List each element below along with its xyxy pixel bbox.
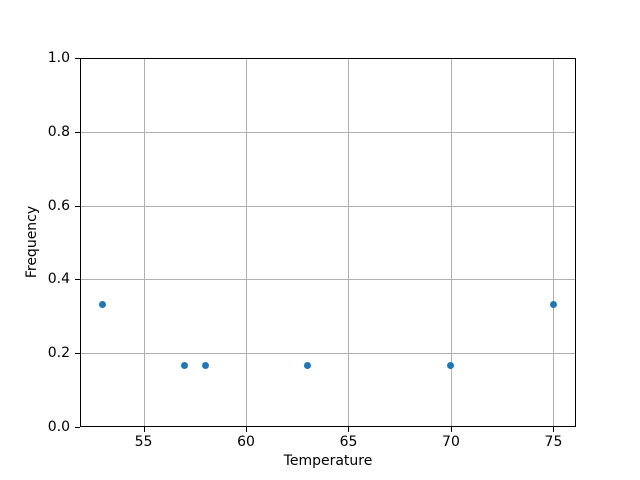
y-gridline [81, 279, 575, 281]
x-tick-mark [451, 427, 452, 432]
x-tick-label: 55 [134, 434, 153, 450]
y-tick-label: 0.8 [47, 123, 70, 140]
y-tick-mark [75, 206, 80, 207]
x-axis-label: Temperature [283, 453, 373, 469]
y-tick-mark [75, 427, 80, 428]
data-point-layer [81, 59, 575, 426]
plot-area [80, 58, 576, 427]
x-gridline [450, 59, 452, 426]
x-tick-mark [553, 427, 554, 432]
y-tick-label: 0.0 [47, 419, 70, 435]
scatter-point [549, 300, 557, 308]
y-tick-mark [75, 279, 80, 280]
x-tick-label: 75 [544, 434, 563, 450]
x-tick-label: 60 [237, 434, 255, 450]
y-gridline [81, 205, 575, 207]
y-tick-mark [75, 353, 80, 354]
x-tick-label: 70 [442, 434, 460, 450]
x-gridline [143, 59, 145, 426]
x-tick-mark [348, 427, 349, 432]
y-tick-label: 1.0 [47, 50, 70, 66]
scatter-point [201, 361, 209, 369]
grid-layer [81, 59, 575, 426]
y-gridline [81, 353, 575, 355]
y-gridline [81, 131, 575, 133]
x-gridline [348, 59, 350, 426]
y-tick-label: 0.2 [47, 345, 70, 362]
y-tick-label: 0.4 [47, 271, 70, 288]
y-tick-label: 0.6 [47, 197, 70, 214]
scatter-point [304, 361, 311, 369]
x-tick-label: 65 [339, 434, 358, 450]
y-tick-mark [75, 132, 80, 133]
y-axis-label: Frequency [24, 205, 40, 279]
x-tick-mark [144, 427, 145, 432]
scatter-point [447, 361, 455, 369]
scatter-point [181, 361, 189, 369]
y-tick-mark [75, 58, 80, 59]
x-tick-mark [246, 427, 247, 432]
scatter-point [99, 300, 107, 308]
x-gridline [246, 59, 248, 426]
x-gridline [553, 59, 555, 426]
